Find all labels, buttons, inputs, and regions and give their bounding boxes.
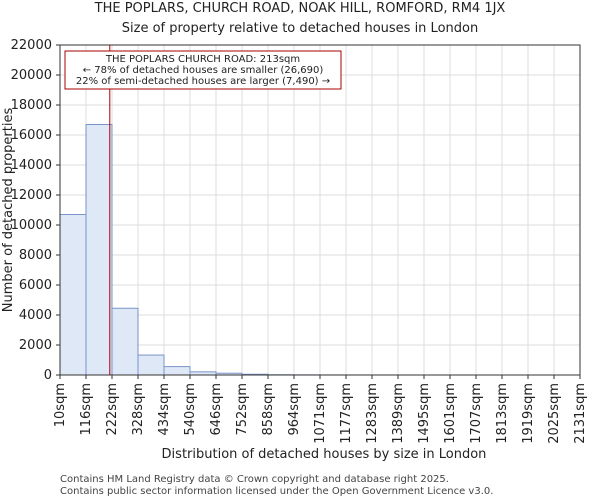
y-tick-label-8: 16000: [11, 128, 52, 143]
x-axis-ticks: 10sqm 116sqm 222sqm 328sqm 434sqm 540sqm 646sq…: [53, 375, 588, 444]
annotation-line-2: ← 78% of detached houses are smaller (26…: [83, 65, 324, 76]
y-tick-label-9: 18000: [11, 98, 52, 113]
bar-1: [85, 124, 113, 376]
x-tick-label-0: 10sqm: [53, 383, 68, 427]
chart-subtitle: Size of property relative to detached ho…: [122, 21, 478, 36]
x-tick-label-15: 1601sqm: [443, 383, 458, 444]
y-tick-label-5: 10000: [11, 218, 52, 233]
y-tick-label-0: 0: [44, 368, 52, 383]
y-tick-label-4: 8000: [19, 248, 52, 263]
bar-4: [163, 366, 191, 376]
x-tick-label-17: 1813sqm: [495, 383, 510, 444]
x-tick-label-11: 1177sqm: [339, 383, 354, 444]
x-tick-label-13: 1389sqm: [391, 383, 406, 444]
y-axis-label: Number of detached properties: [1, 108, 16, 313]
x-tick-label-18: 1919sqm: [521, 383, 536, 444]
x-tick-label-1: 116sqm: [79, 383, 94, 436]
y-tick-label-11: 22000: [11, 38, 52, 53]
footer-line-2: Contains public sector information licen…: [60, 486, 493, 497]
x-tick-label-5: 540sqm: [183, 383, 198, 436]
x-tick-label-6: 646sqm: [209, 383, 224, 436]
x-tick-label-7: 752sqm: [235, 383, 250, 436]
bar-2: [111, 307, 139, 376]
chart-title: THE POPLARS, CHURCH ROAD, NOAK HILL, ROM…: [94, 1, 506, 16]
x-tick-label-14: 1495sqm: [417, 383, 432, 444]
y-tick-label-10: 20000: [11, 68, 52, 83]
x-tick-label-9: 964sqm: [287, 383, 302, 436]
x-tick-label-8: 858sqm: [261, 383, 276, 436]
bars: [59, 124, 477, 376]
y-tick-label-3: 6000: [19, 278, 52, 293]
x-tick-label-2: 222sqm: [105, 383, 120, 436]
y-axis-ticks: 0 2000 4000 6000 8000 10000 12000 14000 16000 180…: [11, 38, 60, 383]
x-tick-label-12: 1283sqm: [365, 383, 380, 444]
y-tick-label-2: 4000: [19, 308, 52, 323]
y-tick-label-1: 2000: [19, 338, 52, 353]
x-tick-label-20: 2131sqm: [573, 383, 588, 444]
x-tick-label-16: 1707sqm: [469, 383, 484, 444]
x-tick-label-19: 2025sqm: [547, 383, 562, 444]
y-tick-label-7: 14000: [11, 158, 52, 173]
annotation-line-3: 22% of semi-detached houses are larger (…: [76, 76, 330, 87]
x-tick-label-4: 434sqm: [157, 383, 172, 436]
annotation-box: [64, 50, 342, 90]
x-axis-label: Distribution of detached houses by size …: [162, 447, 487, 462]
footer-line-1: Contains HM Land Registry data © Crown c…: [60, 474, 449, 485]
x-tick-label-3: 328sqm: [131, 383, 146, 436]
annotation-line-1: THE POPLARS CHURCH ROAD: 213sqm: [105, 54, 300, 65]
bar-3: [137, 354, 165, 376]
x-tick-label-10: 1071sqm: [313, 383, 328, 444]
bar-0: [59, 214, 87, 376]
y-tick-label-6: 12000: [11, 188, 52, 203]
